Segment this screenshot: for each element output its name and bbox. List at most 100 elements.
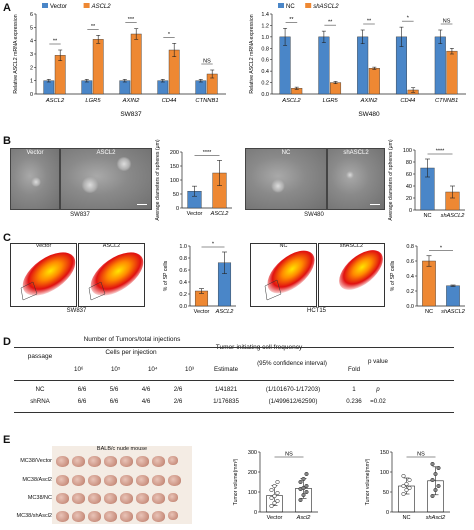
chart-b-right: 0 20 40 60 80 100 Average diameters of spheres… [388,139,465,221]
y-tick-label: 0.2 [179,292,187,298]
micrograph-b4: shASCL2 [327,148,385,210]
data-point [433,471,438,477]
panel-letter-a: A [3,2,11,14]
photo-title: BALB/c nude mouse [96,446,148,452]
table-estimate-header: Estimate [213,366,239,373]
y-tick-label: 2 [30,65,33,71]
data-point [401,491,406,497]
dose-header: 10⁵ [110,366,121,373]
y-tick-label: 0 [254,510,257,516]
table-cell-estimate: 1/41821 [214,386,238,393]
x-tick-label: LGR5 [323,98,339,104]
table-cell-ci: (1/101670-1/17203) [265,386,321,393]
table-cell: 4/6 [141,386,151,393]
flow-plot-label: shASCL2 [339,243,364,249]
chart-caption: SW837 [120,111,142,118]
bar [195,80,207,95]
bar [130,33,142,95]
y-tick-label: 0.8 [406,244,414,250]
bar [368,68,380,95]
y-tick-label: 6 [30,12,33,18]
data-point [436,483,441,489]
x-tick-label: CD44 [162,98,177,104]
table-p-header: p value [368,358,388,365]
y-tick-label: 1.0 [179,244,187,250]
significance-label: **** [436,149,445,155]
y-tick-label: 0.6 [406,259,414,265]
significance-label: ** [289,17,294,23]
bar [318,36,330,95]
flow-plot-c2: ASCL2 [78,243,145,307]
data-point [304,483,309,489]
significance-label: ** [91,24,96,30]
chart-e-left: 0 100 200 300 Tumor volume(mm³) Vector Ascl2 NS [233,450,318,521]
table-row: NC 6/6 5/6 4/6 2/6 1/41821 (1/101670-1/1… [14,386,454,396]
x-tick-label: NC [423,213,431,219]
table-cell-passage: shRNA [30,398,50,405]
y-tick-label: 60 [406,172,412,178]
dose-header: 10⁴ [147,366,158,373]
significance-label: ** [367,19,372,25]
chart-b-left: 0 50 100 150 200 Average diameters of spheres… [155,139,232,221]
x-tick-label: LGR5 [85,98,101,104]
chart-caption: SW480 [358,111,380,118]
table-cell-passage: NC [35,386,45,393]
y-tick-label: 0 [409,208,412,214]
table-cell-estimate: 1/176835 [213,398,239,405]
y-axis-label: % of SP cells [163,260,169,291]
x-tick-label: Vector [194,309,210,315]
y-tick-label: 0 [386,510,389,516]
flow-plot-c1: Vector [10,243,77,307]
x-tick-label: Vector [187,211,203,217]
y-tick-label: 5 [30,25,33,31]
flow-plot-c4: shASCL2 [318,243,385,307]
bar [446,285,460,307]
y-tick-label: 100 [403,148,412,154]
x-tick-label: CTNNB1 [195,98,218,104]
panel-letter-b: B [3,135,11,147]
y-tick-label: 200 [170,150,179,156]
x-tick-label: NC [402,515,410,521]
y-axis-label: Relative ASCL2 mRNA expression [249,14,255,93]
table-cell-p: p [376,386,380,393]
table-cell: 2/6 [173,386,183,393]
table-cell: 2/6 [173,398,183,405]
x-tick-label: ASCL2 [210,211,230,217]
legend-swatch [305,3,312,8]
y-tick-label: 100 [380,470,389,476]
legend-label: ASCL2 [91,4,112,10]
x-tick-label: CD44 [400,98,415,104]
caption-c-left: SW837 [66,308,87,314]
micrograph-b1: Vector [10,148,60,210]
y-axis-label: % of SP cells [390,260,396,291]
bar [43,80,55,95]
chart-c-left: 0.0 0.2 0.4 0.6 0.8 1.0 % of SP cells Vector ASC… [163,242,236,315]
data-point [401,473,406,479]
y-tick-label: 0.0 [179,304,187,310]
y-tick-label: 0.0 [406,304,414,310]
tumor-row-vector [56,456,178,467]
x-tick-label: shASCL2 [441,309,466,315]
significance-label: * [212,242,215,248]
data-point [272,500,277,506]
y-tick-label: 0 [176,206,179,212]
tumor-row-nc [56,493,178,504]
significance-label: NS [443,19,451,25]
y-tick-label: 0.2 [261,81,269,87]
table-cell-p: =0.02 [370,398,386,405]
table-row: shRNA 6/6 6/6 4/6 2/6 1/176835 (1/499612… [14,398,454,408]
significance-label: NS [203,59,211,65]
bar [157,80,169,95]
photo-row-label: MC38/Vector [20,458,52,464]
data-point [298,497,303,503]
significance-label: NS [285,452,293,458]
y-tick-label: 40 [406,184,412,190]
y-tick-label: 1 [30,79,33,85]
data-point [269,495,274,501]
bar [446,50,458,95]
data-point [430,461,435,467]
y-tick-label: 0.4 [261,69,269,75]
data-point [404,487,409,493]
chart-c-right: 0.0 0.2 0.4 0.6 0.8 % of SP cells NC shASCL2 * [390,244,466,315]
data-point [304,471,309,477]
